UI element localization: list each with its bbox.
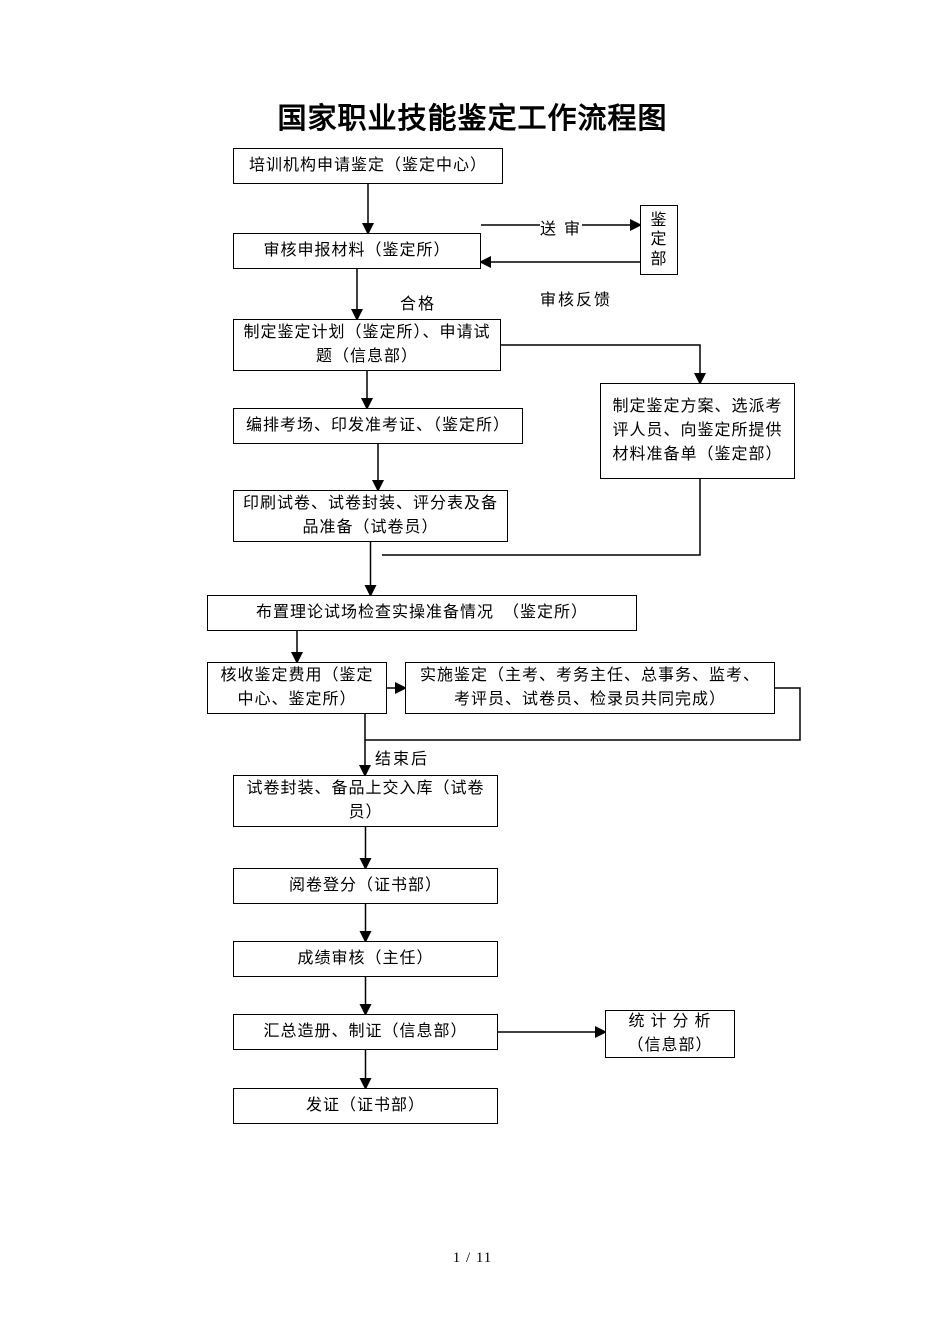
- flow-node-n12: 阅卷登分（证书部）: [233, 868, 498, 904]
- flow-label-l_after: 结束后: [375, 745, 429, 769]
- flow-label-l_pass: 合格: [400, 290, 436, 314]
- page: 国家职业技能鉴定工作流程图 培训机构申请鉴定（鉴定中心） 审核申报材料（鉴定所） 鉴…: [0, 0, 945, 1337]
- flow-node-n2: 审核申报材料（鉴定所）: [233, 233, 481, 269]
- flow-node-n7: 印刷试卷、试卷封装、评分表及备品准备（试卷员）: [233, 490, 508, 542]
- flow-node-n3: 鉴定部: [640, 205, 678, 275]
- page-footer: 1 / 11: [0, 1250, 945, 1267]
- flow-node-n10: 实施鉴定（主考、考务主任、总事务、监考、考评员、试卷员、检录员共同完成）: [405, 662, 775, 714]
- page-title: 国家职业技能鉴定工作流程图: [0, 95, 945, 137]
- flow-label-l_feedback: 审核反馈: [540, 286, 612, 310]
- flow-node-n1: 培训机构申请鉴定（鉴定中心）: [233, 148, 503, 184]
- flow-label-l_send: 送 审: [540, 215, 582, 239]
- flow-node-n5: 编排考场、印发准考证、（鉴定所）: [233, 408, 523, 444]
- flow-node-n14: 汇总造册、制证（信息部）: [233, 1014, 498, 1050]
- flow-node-n15: 统 计 分 析（信息部）: [605, 1010, 735, 1058]
- flow-node-n13: 成绩审核（主任）: [233, 941, 498, 977]
- flow-node-n8: 布置理论试场检查实操准备情况 （鉴定所）: [207, 595, 637, 631]
- flow-node-n4: 制定鉴定计划（鉴定所）、申请试题（信息部）: [233, 319, 501, 371]
- flow-node-n11: 试卷封装、备品上交入库（试卷员）: [233, 775, 498, 827]
- flow-node-n9: 核收鉴定费用（鉴定中心、鉴定所）: [207, 662, 387, 714]
- flow-node-n6: 制定鉴定方案、选派考评人员、向鉴定所提供材料准备单（鉴定部）: [600, 383, 795, 479]
- flow-node-n16: 发证（证书部）: [233, 1088, 498, 1124]
